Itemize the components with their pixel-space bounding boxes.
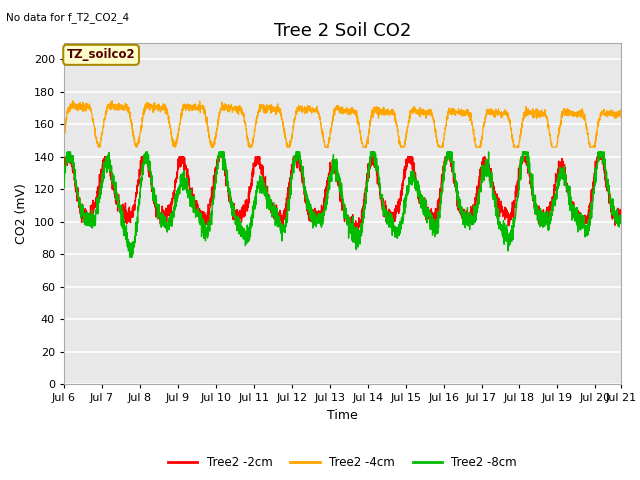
Title: Tree 2 Soil CO2: Tree 2 Soil CO2 [274,22,411,40]
Text: TZ_soilco2: TZ_soilco2 [67,48,136,61]
Text: No data for f_T2_CO2_4: No data for f_T2_CO2_4 [6,12,129,23]
Y-axis label: CO2 (mV): CO2 (mV) [15,183,28,244]
X-axis label: Time: Time [327,408,358,421]
Legend: Tree2 -2cm, Tree2 -4cm, Tree2 -8cm: Tree2 -2cm, Tree2 -4cm, Tree2 -8cm [163,451,522,474]
